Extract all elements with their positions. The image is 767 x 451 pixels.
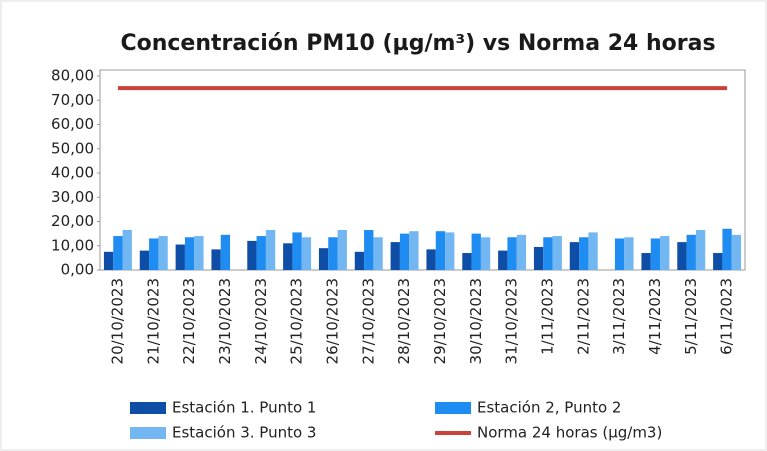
x-tick-label: 21/10/2023 [144, 278, 162, 364]
x-tick-label: 25/10/2023 [288, 278, 306, 364]
bar [426, 249, 436, 270]
bar [211, 249, 221, 270]
x-tick-label: 2/11/2023 [574, 278, 592, 355]
y-tick-label: 30,00 [51, 188, 94, 206]
bar [695, 229, 706, 270]
bar [301, 237, 312, 270]
bar [686, 234, 696, 270]
y-tick-label: 80,00 [51, 67, 94, 85]
bar [390, 242, 400, 270]
bar [373, 237, 383, 270]
x-tick-label: 1/11/2023 [538, 278, 556, 355]
bar [113, 236, 123, 270]
bar [354, 251, 365, 270]
x-tick-label: 22/10/2023 [180, 278, 198, 364]
y-tick-label: 60,00 [51, 115, 94, 133]
bar [588, 232, 598, 270]
bar [480, 237, 491, 270]
bar [139, 250, 150, 270]
legend-label: Estación 2, Punto 2 [477, 399, 621, 417]
x-tick-label: 20/10/2023 [108, 278, 126, 364]
bar [498, 250, 508, 270]
legend-swatch [435, 402, 471, 414]
x-tick-label: 23/10/2023 [216, 278, 234, 364]
bar [660, 236, 670, 270]
legend-swatch [130, 402, 166, 414]
bar [328, 237, 338, 270]
bar [103, 251, 114, 270]
bar [364, 229, 374, 270]
bar [624, 237, 634, 270]
bar [220, 234, 231, 270]
bar [194, 236, 204, 270]
x-tick-label: 5/11/2023 [682, 278, 700, 355]
bar [650, 238, 661, 270]
legend-swatch [130, 427, 166, 439]
x-tick-label: 29/10/2023 [431, 278, 449, 364]
x-tick-label: 31/10/2023 [503, 278, 521, 364]
x-tick-label: 4/11/2023 [646, 278, 664, 355]
x-tick-label: 28/10/2023 [395, 278, 413, 364]
x-tick-label: 3/11/2023 [610, 278, 628, 355]
bar [158, 236, 168, 270]
bar [614, 238, 625, 270]
y-tick-label: 20,00 [51, 212, 94, 230]
bar [579, 237, 589, 270]
bar [722, 228, 732, 270]
y-tick-label: 40,00 [51, 164, 94, 182]
y-tick-label: 0,00 [61, 261, 94, 279]
bar [149, 238, 159, 270]
bar [399, 233, 410, 270]
bar [256, 236, 266, 270]
bar [409, 231, 419, 270]
bar [677, 242, 687, 270]
bar [435, 231, 446, 270]
bar [731, 234, 742, 270]
x-tick-label: 26/10/2023 [323, 278, 341, 364]
bar [318, 248, 329, 270]
legend-label: Norma 24 horas (µg/m3) [477, 424, 662, 442]
bar [175, 244, 185, 270]
bar [445, 232, 455, 270]
bar [471, 233, 481, 270]
bar [713, 253, 723, 270]
bar [552, 236, 562, 270]
y-tick-label: 10,00 [51, 236, 94, 254]
legend-label: Estación 3. Punto 3 [172, 424, 316, 442]
bar [184, 237, 195, 270]
bar [283, 243, 293, 270]
bar [247, 240, 257, 270]
y-tick-label: 70,00 [51, 91, 94, 109]
bar [337, 229, 347, 270]
bar [122, 229, 132, 270]
bar [516, 234, 527, 270]
plot-area [99, 69, 746, 271]
bar [533, 246, 544, 270]
x-tick-label: 24/10/2023 [252, 278, 270, 364]
chart-title: Concentración PM10 (µg/m³) vs Norma 24 h… [120, 31, 715, 56]
x-tick-label: 6/11/2023 [718, 278, 736, 355]
bar [569, 242, 580, 270]
bar [265, 229, 276, 270]
bar [507, 237, 517, 270]
legend-label: Estación 1. Punto 1 [172, 399, 316, 417]
bar [543, 237, 553, 270]
bar [641, 253, 651, 270]
bar [292, 232, 302, 270]
bar [462, 253, 472, 270]
x-tick-label: 30/10/2023 [467, 278, 485, 364]
y-tick-label: 50,00 [51, 139, 94, 157]
x-tick-label: 27/10/2023 [359, 278, 377, 364]
